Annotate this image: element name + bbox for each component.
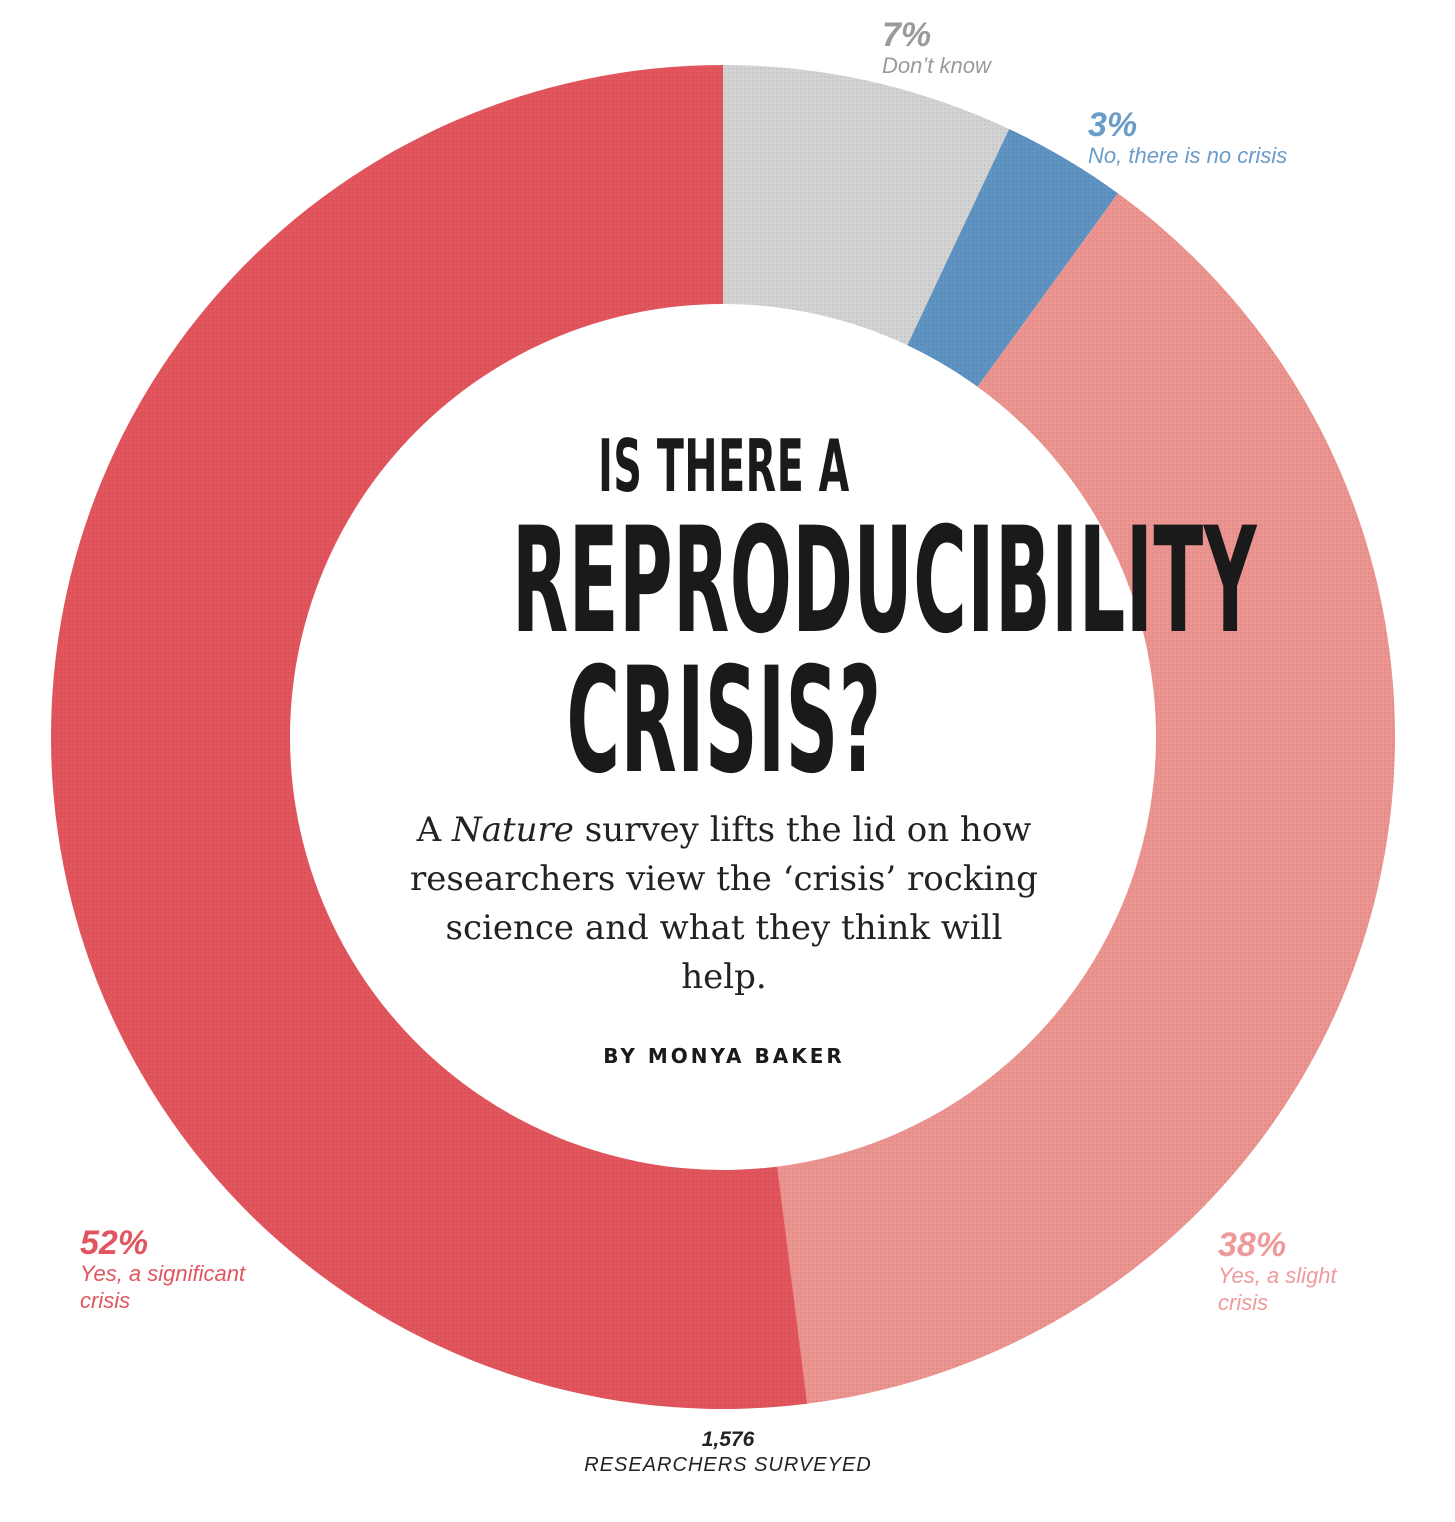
slice-significant-texture [51,65,808,1409]
headline-line-1: IS THERE A [598,424,850,508]
slice-no-texture [907,128,1118,387]
researchers-surveyed: 1,576 RESEARCHERS SURVEYED [560,1428,896,1478]
headline-line-3: CRISIS? [566,636,882,806]
headline-block: IS THERE A REPRODUCIBILITY CRISIS? [300,410,1258,806]
label-slight-crisis: 38% Yes, a slight crisis [1218,1228,1337,1316]
slice-slight-texture [777,193,1396,1404]
byline: BY MONYA BAKER [603,1044,845,1068]
label-no-crisis: 3% No, there is no crisis [1088,108,1287,169]
dek-text: A Nature survey lifts the lid on how res… [400,806,1048,1002]
label-slight-crisis-pct: 38% [1218,1226,1287,1264]
label-slight-crisis-line-1: Yes, a slight [1218,1263,1337,1288]
surveyed-caption: RESEARCHERS SURVEYED [584,1454,872,1476]
label-significant-crisis-line-1: Yes, a significant [80,1261,246,1286]
dek-post: survey lifts the lid on how researchers … [410,810,1038,997]
label-significant-crisis-line-2: crisis [80,1288,131,1313]
label-significant-crisis: 52% Yes, a significant crisis [80,1226,245,1314]
label-significant-crisis-pct: 52% [80,1224,149,1262]
dek-pre: A [416,810,452,850]
headline-line-2: REPRODUCIBILITY [512,496,1258,666]
label-dont-know: 7% Don’t know [882,18,991,79]
label-no-crisis-pct: 3% [1088,106,1138,144]
surveyed-count: 1,576 [701,1428,755,1451]
label-dont-know-text: Don’t know [882,53,991,78]
label-dont-know-pct: 7% [882,16,932,54]
label-no-crisis-text: No, there is no crisis [1088,143,1288,168]
label-slight-crisis-line-2: crisis [1218,1290,1269,1315]
slice-dont-know-texture [723,65,1010,346]
dek-italic: Nature [451,810,574,850]
